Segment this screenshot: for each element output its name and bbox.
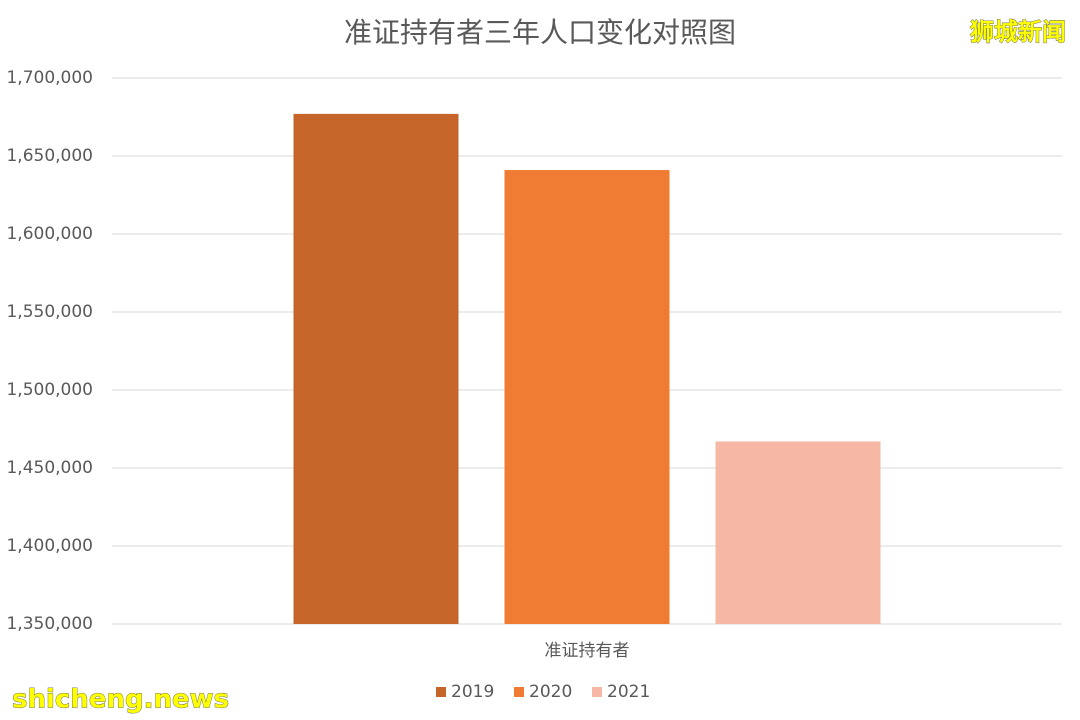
bar bbox=[715, 441, 881, 624]
legend-label: 2019 bbox=[451, 682, 494, 702]
y-tick-label: 1,400,000 bbox=[6, 536, 93, 556]
legend-swatch bbox=[436, 687, 446, 697]
legend-label: 2021 bbox=[607, 682, 650, 702]
watermark: shicheng.news bbox=[12, 685, 229, 715]
y-tick-label: 1,650,000 bbox=[6, 146, 93, 166]
legend-swatch bbox=[514, 687, 524, 697]
legend-label: 2020 bbox=[529, 682, 572, 702]
y-tick-label: 1,500,000 bbox=[6, 380, 93, 400]
y-tick-label: 1,550,000 bbox=[6, 302, 93, 322]
y-tick-label: 1,350,000 bbox=[6, 614, 93, 634]
x-tick-label: 准证持有者 bbox=[545, 641, 630, 661]
legend-swatch bbox=[592, 687, 602, 697]
y-tick-label: 1,450,000 bbox=[6, 458, 93, 478]
y-tick-label: 1,600,000 bbox=[6, 224, 93, 244]
chart-title: 准证持有者三年人口变化对照图 bbox=[344, 16, 736, 49]
bar bbox=[293, 113, 459, 624]
y-tick-label: 1,700,000 bbox=[6, 68, 93, 88]
bar bbox=[504, 170, 670, 625]
watermark: 狮城新闻 bbox=[970, 18, 1066, 46]
